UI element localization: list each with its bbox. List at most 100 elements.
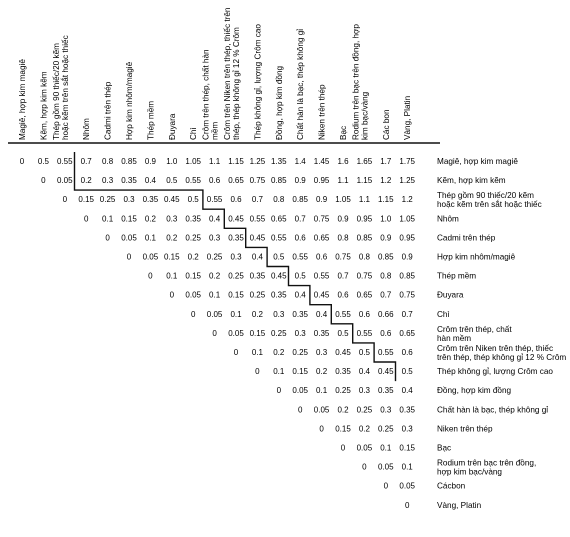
table-cell: 0 [212,329,217,338]
table-cell: 0.35 [378,386,394,395]
table-cell: 0.15 [121,214,137,223]
table-cell: 1.05 [185,157,201,166]
table-cell: 0.9 [316,195,328,204]
table-cell: 1.25 [399,176,415,185]
table-cell: 1.1 [337,176,349,185]
table-cell: 0.25 [357,405,373,414]
table-cell: 1.4 [295,157,307,166]
table-cell: 0 [148,272,153,281]
table-cell: 0 [170,291,175,300]
table-cell: 0.4 [295,291,307,300]
table-cell: 0.05 [292,386,308,395]
row-label: Thép gồm 90 thiếc/20 kẽm hoặc kẽm trên sắ… [437,191,542,209]
table-cell: 0 [384,482,389,491]
table-cell: 0.2 [359,424,371,433]
table-cell: 0.85 [357,233,373,242]
table-cell: 0.2 [81,176,93,185]
table-cell: 0.65 [228,176,244,185]
table-cell: 1.45 [314,157,330,166]
table-cell: 0.65 [399,329,415,338]
column-header: Các bon [382,109,391,140]
table-cell: 0.05 [57,176,73,185]
table-cell: 1.6 [337,157,349,166]
table-cell: 0.05 [143,253,159,262]
column-header: Rodium trên bạc trên đồng, hợpkim bạc/và… [351,24,369,140]
table-cell: 0.15 [228,291,244,300]
table-cell: 0.85 [121,157,137,166]
column-header: Hợp kim nhôm/magiê [125,61,134,140]
table-cell: 1.2 [402,195,414,204]
table-cell: 0.95 [314,176,330,185]
table-cell: 0.55 [335,310,351,319]
table-cell: 0.1 [209,291,221,300]
table-cell: 0 [255,367,260,376]
table-cell: 0 [319,424,324,433]
table-cell: 1.35 [271,157,287,166]
table-cell: 0.35 [335,367,351,376]
table-cell: 1.7 [380,157,392,166]
table-cell: 0 [191,310,196,319]
table-cell: 0.35 [185,214,201,223]
table-cell: 0.3 [166,214,178,223]
table-cell: 0.15 [335,424,351,433]
table-cell: 0.8 [337,233,349,242]
table-cell: 0 [234,348,239,357]
table-cell: 0.75 [357,272,373,281]
table-cell: 0.35 [271,291,287,300]
column-header: Crôm trên Niken trên thép, thiếc trênthé… [223,7,241,140]
table-cell: 1.65 [357,157,373,166]
table-cell: 0.5 [337,329,349,338]
table-cell: 0.7 [81,157,93,166]
table-cell: 0.45 [378,367,394,376]
table-cell: 0.4 [402,386,414,395]
table-cell: 0.55 [292,253,308,262]
table-cell: 0.25 [185,233,201,242]
table-cell: 0.5 [359,348,371,357]
table-cell: 0.9 [380,233,392,242]
table-cell: 0.95 [357,214,373,223]
table-cell: 0.05 [378,463,394,472]
table-cell: 0.7 [252,195,264,204]
table-cell: 1.15 [378,195,394,204]
table-cell: 0.9 [145,157,157,166]
table-cell: 0.3 [209,233,221,242]
row-label: Crôm trên Niken trên thép, thiếc trên thé… [437,344,566,362]
table-cell: 0.65 [357,291,373,300]
table-cell: 0.1 [316,386,328,395]
table-cell: 0.2 [273,348,285,357]
table-cell: 0.6 [230,195,242,204]
row-label: Thép không gỉ, lượng Crôm cao [437,367,553,376]
table-cell: 0.66 [378,310,394,319]
table-cell: 0.95 [399,233,415,242]
table-cell: 1.15 [357,176,373,185]
table-cell: 0.85 [399,272,415,281]
column-header: Bạc [339,126,348,140]
row-label: Magiê, hợp kim magiê [437,157,518,166]
table-cell: 0.6 [359,310,371,319]
table-cell: 0.2 [188,253,200,262]
table-cell: 1.15 [228,157,244,166]
table-cell: 1.0 [380,214,392,223]
table-cell: 0 [127,253,132,262]
table-cell: 0.2 [166,233,178,242]
table-cell: 0.5 [295,272,307,281]
table-cell: 0.55 [250,214,266,223]
table-cell: 0.75 [314,214,330,223]
row-label: Bạc [437,444,451,453]
column-header: Thép gồm 90 thiếc/20 kẽmhoặc kẽm trên sắ… [52,35,70,140]
table-cell: 1.1 [209,157,221,166]
table-cell: 0.45 [314,291,330,300]
table-cell: 0.4 [209,214,221,223]
table-cell: 0.1 [402,463,414,472]
table-cell: 0.75 [250,176,266,185]
table-cell: 0 [63,195,68,204]
table-cell: 0.55 [378,348,394,357]
table-cell: 0.35 [228,233,244,242]
threshold-step-line [73,152,397,382]
table-cell: 0.6 [337,291,349,300]
table-cell: 0.15 [250,329,266,338]
table-cell: 0.05 [357,444,373,453]
table-cell: 0.3 [316,348,328,357]
table-cell: 0.3 [273,310,285,319]
table-cell: 0.6 [402,348,414,357]
